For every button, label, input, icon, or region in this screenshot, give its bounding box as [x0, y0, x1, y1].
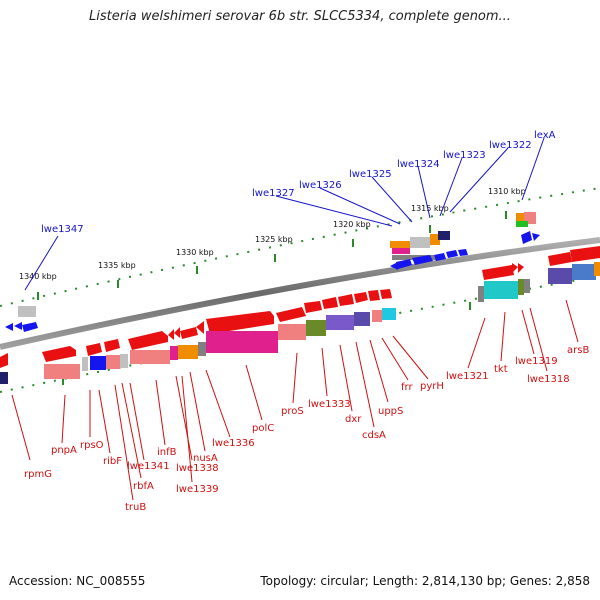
gene-label-reverse[interactable]: cdsA — [362, 430, 386, 441]
gene-arrow-reverse[interactable] — [338, 294, 354, 306]
gene-arrow-reverse[interactable] — [86, 343, 102, 356]
gene-label-forward[interactable]: lwe1325 — [349, 169, 392, 180]
gene-arrow-forward[interactable] — [22, 322, 38, 332]
gene-arrow-reverse[interactable] — [354, 292, 368, 303]
scale-label: 1325 kbp — [255, 235, 293, 244]
accession-text: Accession: NC_008555 — [9, 574, 146, 588]
gene-arrow-reverse[interactable] — [42, 346, 76, 362]
scale-label: 1310 kbp — [488, 187, 526, 196]
gene-arrow-forward[interactable] — [458, 249, 468, 256]
gene-arrow-reverse[interactable] — [174, 327, 180, 338]
genome-summary-text: Topology: circular; Length: 2,814,130 bp… — [260, 574, 590, 588]
gene-arrow-forward[interactable] — [434, 253, 446, 261]
gene-label-forward[interactable]: lwe1323 — [443, 150, 486, 161]
gene-label-reverse[interactable]: lwe1319 — [515, 356, 558, 367]
gene-arrow-reverse[interactable] — [206, 311, 274, 334]
gene-arrow-forward[interactable] — [532, 233, 540, 241]
gene-arrow-forward[interactable] — [5, 323, 13, 331]
forward-strand-genes[interactable] — [5, 212, 540, 332]
gene-label-forward[interactable]: lwe1324 — [397, 159, 440, 170]
gene-arrow-reverse[interactable] — [518, 263, 524, 273]
scale-label: 1315 kbp — [411, 204, 449, 213]
gene-label-reverse[interactable]: rbfA — [133, 481, 154, 492]
gene-label-reverse[interactable]: uppS — [378, 406, 403, 417]
gene-label-forward[interactable]: lwe1347 — [41, 224, 84, 235]
gene-arrow-reverse[interactable] — [196, 321, 204, 334]
gene-arrow-reverse[interactable] — [276, 307, 306, 322]
gene-arrow-reverse[interactable] — [322, 297, 338, 309]
gene-arrow-reverse[interactable] — [180, 327, 198, 339]
gene-label-reverse[interactable]: lwe1339 — [176, 484, 219, 495]
gene-label-reverse[interactable]: ribF — [103, 456, 122, 467]
gene-label-reverse[interactable]: frr — [401, 382, 413, 393]
gene-label-reverse[interactable]: pnpA — [51, 445, 77, 456]
gene-arrow-reverse[interactable] — [0, 353, 8, 368]
gene-arrow-forward[interactable] — [412, 255, 433, 265]
gene-label-reverse[interactable]: rpmG — [24, 469, 52, 480]
scale-label: 1320 kbp — [333, 220, 371, 229]
gene-label-forward[interactable]: lwe1322 — [489, 140, 532, 151]
gene-arrow-reverse[interactable] — [570, 246, 600, 262]
gene-arrow-reverse[interactable] — [104, 339, 120, 352]
gene-label-forward[interactable]: lwe1326 — [299, 180, 342, 191]
gene-label-reverse[interactable]: nusA — [193, 453, 218, 464]
gene-arrow-forward[interactable] — [446, 250, 458, 258]
gene-label-reverse[interactable]: proS — [281, 406, 304, 417]
gene-label-reverse[interactable]: tkt — [494, 364, 508, 375]
gene-label-forward[interactable]: lwe1327 — [252, 188, 295, 199]
gene-arrow-reverse[interactable] — [304, 301, 322, 313]
gene-arrow-reverse[interactable] — [482, 265, 514, 280]
gene-label-reverse[interactable]: pyrH — [420, 381, 444, 392]
gene-label-reverse[interactable]: lwe1338 — [176, 463, 219, 474]
gene-label-reverse[interactable]: lwe1336 — [212, 438, 255, 449]
gene-arrow-reverse[interactable] — [548, 252, 572, 266]
gene-label-reverse[interactable]: rpsO — [80, 440, 104, 451]
genome-backbone — [0, 237, 600, 350]
gene-arrow-forward[interactable] — [521, 231, 532, 244]
gene-arrow-reverse[interactable] — [512, 263, 518, 273]
gene-label-reverse[interactable]: truB — [125, 502, 146, 513]
gene-label-reverse[interactable]: arsB — [567, 345, 589, 356]
gene-label-reverse[interactable]: infB — [157, 447, 177, 458]
gene-label-reverse[interactable]: dxr — [345, 414, 362, 425]
gene-arrow-forward[interactable] — [390, 262, 398, 270]
gene-label-reverse[interactable]: lwe1341 — [127, 461, 170, 472]
scale-label: 1340 kbp — [19, 272, 57, 281]
gene-arrow-reverse[interactable] — [368, 290, 380, 301]
gene-label-reverse[interactable]: polC — [252, 423, 274, 434]
gene-label-forward[interactable]: lexA — [534, 130, 556, 141]
gene-arrow-reverse[interactable] — [168, 329, 174, 340]
gene-arrow-reverse[interactable] — [128, 331, 168, 350]
map-title: Listeria welshimeri serovar 6b str. SLCC… — [89, 9, 511, 24]
gene-arrow-forward[interactable] — [14, 322, 22, 330]
gene-arrow-forward[interactable] — [396, 259, 412, 269]
scale-label: 1335 kbp — [98, 261, 136, 270]
forward-leader-lines — [24, 137, 545, 291]
reverse-leader-lines — [11, 299, 579, 501]
reverse-strand-genes[interactable] — [0, 246, 600, 384]
gene-label-reverse[interactable]: lwe1333 — [308, 399, 351, 410]
gene-label-reverse[interactable]: lwe1318 — [527, 374, 570, 385]
gene-arrow-reverse[interactable] — [380, 289, 392, 299]
gene-label-reverse[interactable]: lwe1321 — [446, 371, 489, 382]
scale-label: 1330 kbp — [176, 248, 214, 257]
